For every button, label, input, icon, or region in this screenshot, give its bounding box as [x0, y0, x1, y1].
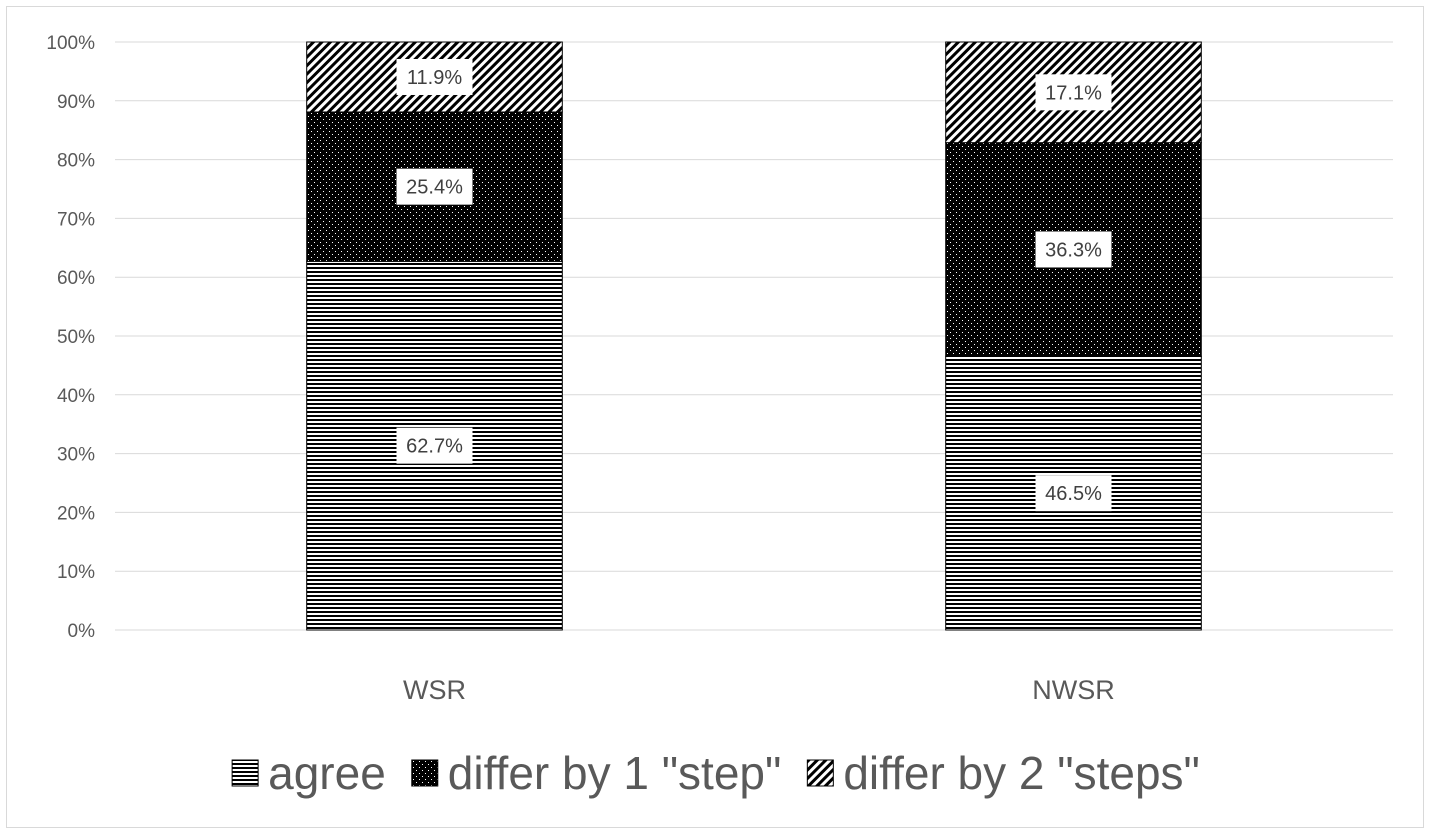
legend-label: differ by 2 "steps"	[843, 747, 1200, 799]
y-tick-label: 0%	[68, 621, 96, 642]
y-tick-label: 100%	[46, 33, 95, 54]
x-category-label: NWSR	[1032, 675, 1115, 705]
data-labels: 62.7% 25.4% 11.9% 46.5% 36.3% 17.1%	[396, 58, 1112, 512]
legend-item: agree	[231, 747, 386, 799]
data-label: 11.9%	[407, 67, 462, 89]
y-tick-label: 10%	[57, 562, 95, 583]
y-tick-label: 70%	[57, 209, 95, 230]
data-label-box	[396, 58, 473, 95]
legend-label: agree	[268, 747, 386, 799]
data-label-box	[1035, 475, 1112, 512]
legend-label: differ by 1 "step"	[448, 747, 782, 799]
data-label-box	[1035, 231, 1112, 268]
data-label: 36.3%	[1045, 239, 1102, 261]
data-label: 46.5%	[1045, 483, 1102, 505]
data-label: 25.4%	[406, 177, 463, 199]
legend-swatch	[806, 759, 834, 787]
data-label-box	[396, 427, 473, 464]
y-tick-label: 20%	[57, 503, 95, 524]
legend-swatch	[411, 759, 439, 787]
legend-swatch	[231, 759, 259, 787]
chart-frame: 0% 10% 20% 30% 40% 50% 60% 70% 80% 90% 100% 62.7% 2…	[6, 6, 1424, 828]
y-tick-label: 40%	[57, 386, 95, 407]
y-tick-label: 60%	[57, 268, 95, 289]
x-axis-category-labels: WSR NWSR	[403, 675, 1115, 705]
y-tick-label: 50%	[57, 327, 95, 348]
data-label: 62.7%	[406, 436, 463, 458]
y-tick-label: 80%	[57, 151, 95, 172]
data-label-box	[396, 168, 473, 205]
y-tick-label: 90%	[57, 92, 95, 113]
data-label: 17.1%	[1045, 82, 1102, 104]
legend: agree differ by 1 "step" differ by 2 "step…	[231, 747, 1200, 799]
x-category-label: WSR	[403, 675, 466, 705]
y-axis-tick-labels: 0% 10% 20% 30% 40% 50% 60% 70% 80% 90% 100%	[46, 33, 95, 642]
legend-item: differ by 2 "steps"	[806, 747, 1200, 799]
y-tick-label: 30%	[57, 445, 95, 466]
legend-item: differ by 1 "step"	[411, 747, 782, 799]
data-label-box	[1035, 74, 1112, 111]
stacked-bar-chart: 0% 10% 20% 30% 40% 50% 60% 70% 80% 90% 100% 62.7% 2…	[46, 33, 1393, 799]
